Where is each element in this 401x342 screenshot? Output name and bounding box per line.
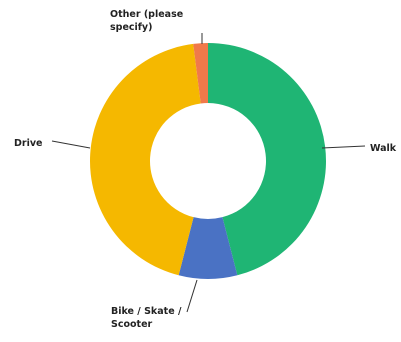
slice-label-other: Other (please specify) — [110, 9, 184, 33]
slice-other-please-specify — [193, 43, 208, 104]
slice-walk — [208, 43, 326, 276]
slice-label-bike-skate-scooter: Bike / Skate / Scooter — [111, 306, 182, 330]
bike-leader-line — [186, 279, 198, 313]
slice-label-drive: Drive — [14, 138, 43, 149]
walk-leader-line — [321, 145, 366, 149]
drive-leader-line — [51, 140, 91, 149]
donut-slices — [90, 43, 326, 280]
slice-bike-skate-scooter — [178, 217, 238, 280]
slice-drive — [90, 43, 201, 276]
slice-label-walk: Walk — [370, 143, 397, 154]
